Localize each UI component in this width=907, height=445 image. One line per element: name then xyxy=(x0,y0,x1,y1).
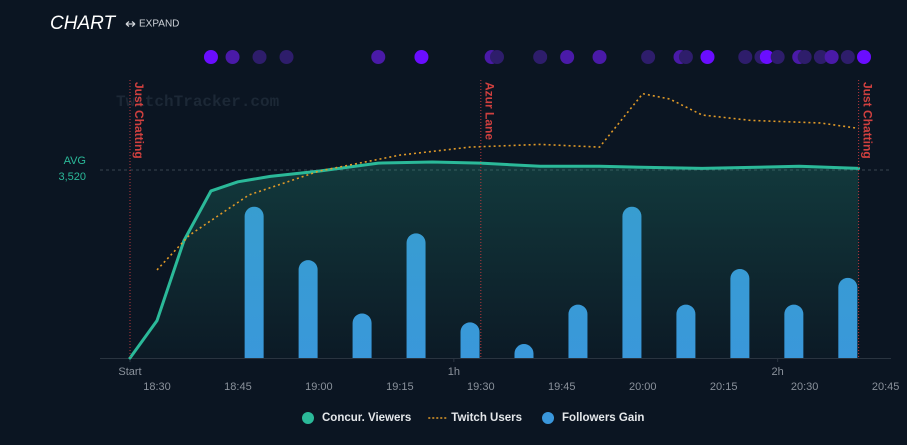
time-tick-label: 19:45 xyxy=(548,381,576,393)
event-dot xyxy=(738,50,753,64)
event-dot xyxy=(560,50,575,64)
x-tick-label: 1h xyxy=(448,366,460,378)
time-tick-label: 18:45 xyxy=(224,381,252,393)
game-label: Azur Lane xyxy=(483,82,497,140)
event-dot xyxy=(371,50,386,64)
event-dot xyxy=(533,50,548,64)
legend-item[interactable]: Concur. Viewers xyxy=(302,412,411,424)
time-tick-label: 20:30 xyxy=(791,381,819,393)
legend-item[interactable]: Followers Gain xyxy=(542,412,644,424)
watermark: TwitchTracker.com xyxy=(116,93,280,111)
event-dot xyxy=(252,50,267,64)
area-fill xyxy=(130,162,859,358)
line xyxy=(156,92,859,271)
x-tick-label: 2h xyxy=(772,366,784,378)
event-dot xyxy=(592,50,607,64)
event-dot xyxy=(797,50,812,64)
game-label: Just Chatting xyxy=(132,82,146,159)
legend-item[interactable]: Twitch Users xyxy=(428,412,522,424)
legend-swatch xyxy=(302,412,314,424)
legend-swatch xyxy=(542,412,555,424)
plot: Start 1h 2h 18:30 18:45 19:00 19:15 19:30 19:45 2… xyxy=(58,50,899,393)
event-dot xyxy=(225,50,240,64)
event-dot xyxy=(678,50,693,64)
time-tick-label: 20:15 xyxy=(710,381,738,393)
game-label: Just Chatting xyxy=(860,82,874,159)
legend-label[interactable]: Twitch Users xyxy=(451,412,522,424)
time-tick-label: 19:15 xyxy=(386,381,414,393)
time-tick-label: 19:30 xyxy=(467,381,495,393)
legend-label[interactable]: Concur. Viewers xyxy=(322,412,411,424)
expand-label[interactable]: EXPAND xyxy=(139,19,179,30)
event-dot xyxy=(770,50,785,64)
event-dot xyxy=(414,50,429,64)
event-dot xyxy=(840,50,855,64)
time-tick-label: 20:00 xyxy=(629,381,657,393)
average-label: AVG xyxy=(64,155,86,167)
event-dot xyxy=(203,50,218,64)
event-dot xyxy=(759,50,774,64)
event-dot xyxy=(857,50,872,64)
event-dot xyxy=(490,50,505,64)
time-tick-label: 18:30 xyxy=(143,381,171,393)
event-dot xyxy=(824,50,839,64)
time-tick-label: 20:45 xyxy=(872,381,900,393)
event-dot xyxy=(700,50,715,64)
chart-title: CHART xyxy=(50,13,116,34)
expand-icon xyxy=(125,21,136,27)
x-tick-label: Start xyxy=(118,366,141,378)
event-dot xyxy=(641,50,656,64)
event-dot xyxy=(279,50,294,64)
expand-button[interactable]: EXPAND xyxy=(125,19,179,30)
legend-label[interactable]: Followers Gain xyxy=(562,412,644,424)
line xyxy=(128,160,861,360)
time-tick-label: 19:00 xyxy=(305,381,333,393)
average-value: 3,520 xyxy=(58,171,86,183)
event-dot xyxy=(813,50,828,64)
